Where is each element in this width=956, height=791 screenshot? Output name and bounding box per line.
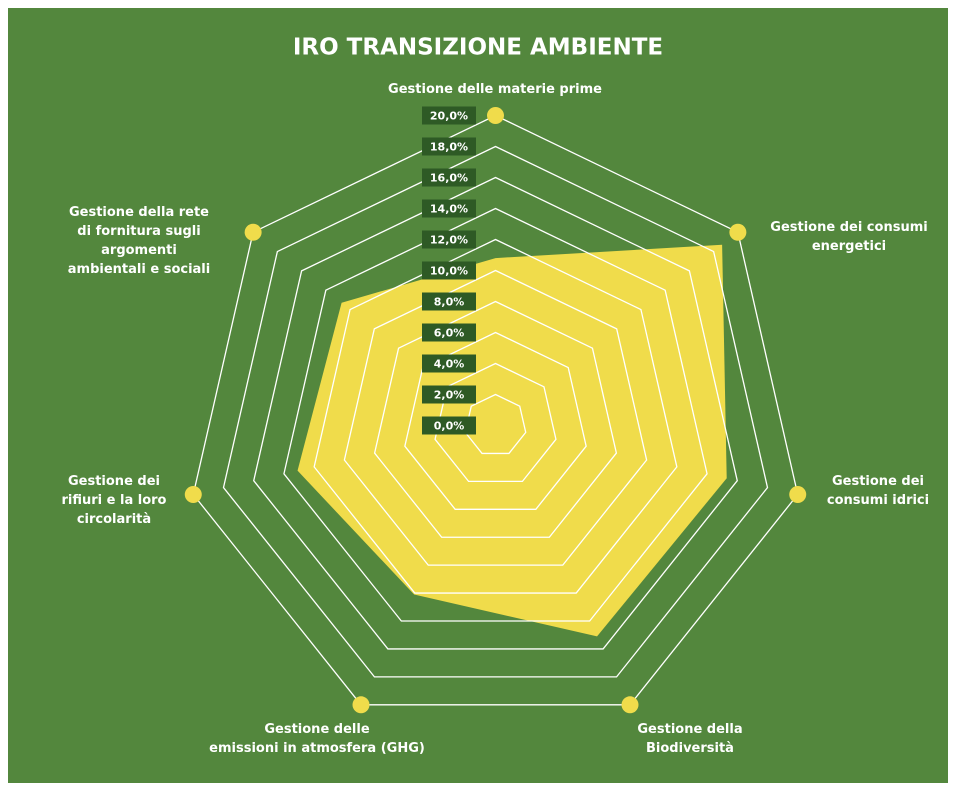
tick-box [422,199,476,218]
grid-ring [283,207,708,622]
category-label: Gestione delle emissioni in atmosfera (G… [209,722,425,756]
axis-dot [244,223,262,241]
grid-ring [313,238,678,594]
grid-ring [404,331,587,510]
grid-ring [464,393,527,455]
tick-box [422,416,476,435]
y-tick-label: 0,0% [434,420,465,433]
tick-box [422,385,476,404]
grid-ring [253,176,738,650]
y-tick-label: 4,0% [434,358,465,371]
tick-box [422,137,476,156]
y-tick-label: 20,0% [430,110,468,123]
axis-dot [352,696,370,714]
grid-ring [222,145,769,678]
category-label: Gestione dei consumi idrici [826,474,930,508]
axis-dot [184,485,202,503]
tick-box [422,230,476,249]
tick-box [422,354,476,373]
y-tick-label: 12,0% [430,234,468,247]
axis-dot [487,107,504,124]
category-label: Gestione della Biodiversità [637,722,743,756]
tick-box [422,323,476,342]
y-tick-label: 6,0% [434,327,465,340]
y-tick-label: 18,0% [430,141,468,154]
category-label: Gestione della rete di fornitura sugli a… [67,205,211,277]
tick-box [422,261,476,280]
y-tick-label: 8,0% [434,296,465,309]
axis-dot [621,696,639,714]
y-tick-label: 16,0% [430,172,468,185]
y-tick-label: 14,0% [430,203,468,216]
grid-ring [192,114,799,706]
y-tick-label: 2,0% [434,389,465,402]
category-label: Gestione dei consumi energetici [770,220,928,254]
tick-box [422,106,476,125]
category-label: Gestione dei rifiuri e la loro circolari… [61,474,167,527]
chart-title: IRO TRANSIZIONE AMBIENTE [293,35,663,61]
grid-ring [373,300,618,538]
y-tick-label: 10,0% [430,265,468,278]
axis-dot [729,223,747,241]
tick-box [422,168,476,187]
grid-ring [343,269,648,566]
axis-dot [789,485,807,503]
category-label: Gestione delle materie prime [388,82,602,97]
tick-box [422,292,476,311]
